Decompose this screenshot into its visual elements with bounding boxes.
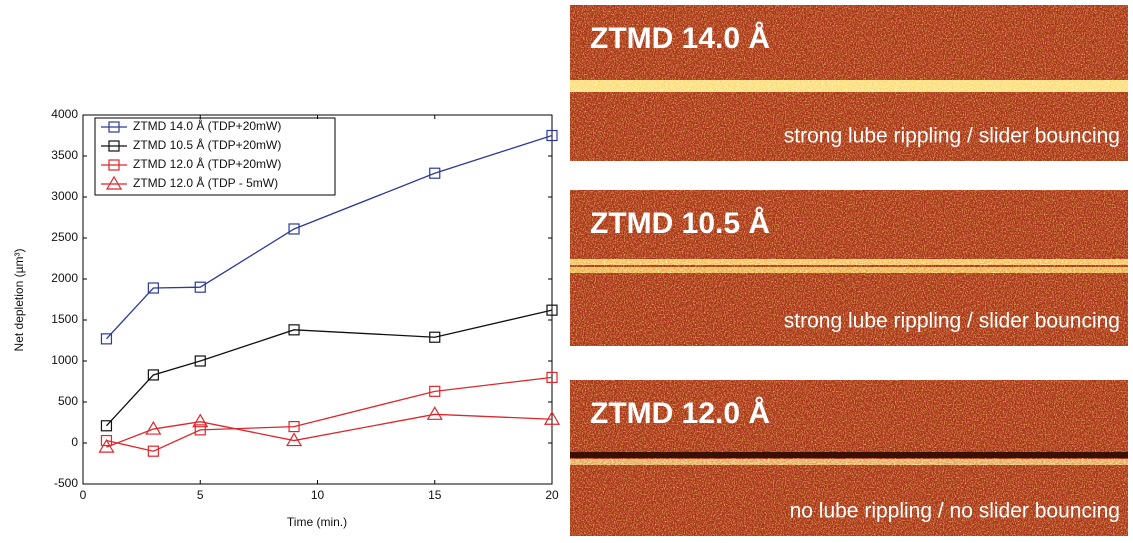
panel-caption: strong lube rippling / slider bouncing: [784, 125, 1120, 148]
x-tick-label: 20: [545, 488, 559, 502]
panel-title: ZTMD 10.5 Å: [590, 207, 770, 240]
x-tick-label: 10: [311, 488, 325, 502]
page: {"chart_data": {"type": "line", "xlabel"…: [0, 0, 1133, 538]
legend-label: ZTMD 14.0 Å (TDP+20mW): [133, 118, 281, 133]
y-tick-label: 2500: [51, 230, 78, 244]
panel-stripe: [570, 452, 1128, 458]
y-tick-label: 1500: [51, 312, 78, 326]
panel-stripe-texture: [570, 259, 1128, 265]
x-tick-label: 0: [80, 488, 87, 502]
y-tick-label: 2000: [51, 271, 78, 285]
y-tick-label: 4000: [51, 107, 78, 121]
panel-stripe-texture: [570, 459, 1128, 465]
y-tick-label: -500: [54, 476, 78, 490]
panels: ZTMD 14.0 Å strong lube rippling / slider…: [570, 5, 1128, 536]
legend-label: ZTMD 12.0 Å (TDP+20mW): [133, 156, 281, 171]
x-axis-label: Time (min.): [287, 515, 347, 529]
marker: [428, 407, 442, 419]
y-tick-label: 3500: [51, 148, 78, 162]
panel-caption: no lube rippling / no slider bouncing: [790, 500, 1120, 523]
y-axis-label: Net depletion (µm³): [12, 249, 26, 352]
legend-label: ZTMD 10.5 Å (TDP+20mW): [133, 137, 281, 152]
y-tick-label: 3000: [51, 189, 78, 203]
panel-stripe-texture: [570, 80, 1128, 92]
y-tick-label: 500: [58, 394, 78, 408]
y-tick-label: 0: [71, 435, 78, 449]
series-line: [106, 377, 552, 451]
panel-title: ZTMD 14.0 Å: [590, 22, 770, 55]
panel-title: ZTMD 12.0 Å: [590, 397, 770, 430]
panel-stripe-texture: [570, 267, 1128, 273]
legend-label: ZTMD 12.0 Å (TDP - 5mW): [133, 175, 278, 190]
y-tick-label: 1000: [51, 353, 78, 367]
series-line: [106, 310, 552, 426]
panel-caption: strong lube rippling / slider bouncing: [784, 310, 1120, 333]
x-tick-label: 15: [428, 488, 442, 502]
x-tick-label: 5: [197, 488, 204, 502]
figure: Time (min.) Net depletion (µm³) ZTMD 14.…: [0, 0, 1133, 538]
